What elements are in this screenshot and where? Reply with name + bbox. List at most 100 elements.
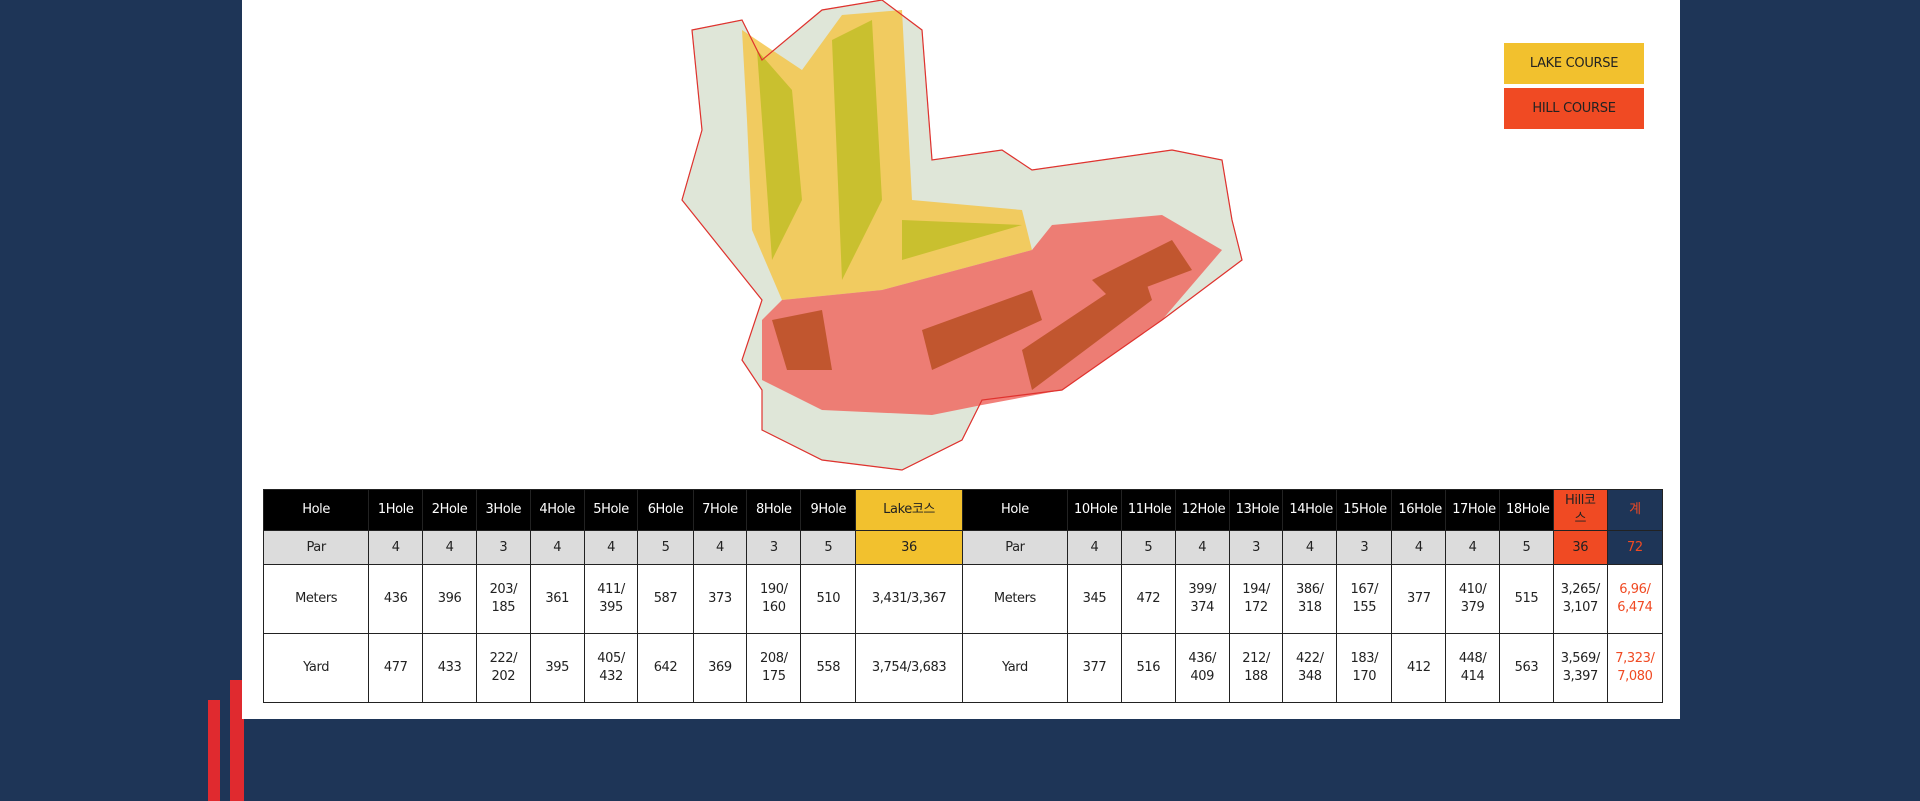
table-cell: 5 [637,530,694,565]
table-cell: 377 [1067,633,1122,703]
table-cell: 411/ 395 [583,564,639,634]
table-cell: 4 [422,530,477,565]
table-cell: 3 [1228,530,1284,565]
table-cell: 563 [1499,633,1554,703]
table-cell: 16Hole [1391,489,1447,531]
table-cell: 395 [529,633,585,703]
table-cell: 72 [1606,530,1664,565]
table-row: Par 4 4 3 4 4 5 4 3 5 36 Par 4 5 4 3 4 3 4 4 5 36 72 [262,530,1664,565]
table-cell: 167/ 155 [1336,564,1393,634]
table-cell: 17Hole [1445,489,1501,531]
table-cell: 8Hole [746,489,802,531]
table-cell: Par [262,530,370,565]
table-cell: 36 [1552,530,1608,565]
table-cell: 3 [1336,530,1393,565]
table-cell: 194/ 172 [1228,564,1284,634]
table-cell: 3 [746,530,802,565]
table-cell: 203/ 185 [475,564,531,634]
table-cell: 410/ 379 [1445,564,1501,634]
table-cell: 515 [1499,564,1554,634]
table-cell: 4 [368,530,424,565]
table-cell: 208/ 175 [746,633,802,703]
table-cell: 36 [855,530,963,565]
table-cell: 5 [800,530,857,565]
table-cell: 373 [692,564,748,634]
table-cell: 7Hole [692,489,748,531]
table-cell: 4 [583,530,639,565]
table-cell: Meters [262,564,370,634]
table-cell: 11Hole [1120,489,1176,531]
table-cell: 361 [529,564,585,634]
table-cell: Hole [961,489,1069,531]
table-cell: Par [961,530,1069,565]
table-cell: 3 [475,530,531,565]
table-cell: 2Hole [422,489,477,531]
table-cell: 4 [1174,530,1230,565]
table-cell: 448/ 414 [1445,633,1501,703]
table-cell: 558 [800,633,857,703]
hill-holes [772,240,1192,390]
table-row: Hole 1Hole 2Hole 3Hole 4Hole 5Hole 6Hole 7Hole 8… [262,489,1664,531]
table-cell: Hole [262,489,370,531]
table-cell: 6,96/ 6,474 [1606,564,1664,634]
table-cell: 4 [692,530,748,565]
table-cell: 13Hole [1228,489,1284,531]
table-cell: 345 [1067,564,1122,634]
table-cell: 4 [1282,530,1338,565]
table-cell: 222/ 202 [475,633,531,703]
table-cell: Yard [961,633,1069,703]
table-cell: 386/ 318 [1282,564,1338,634]
table-cell: 3,569/ 3,397 [1552,633,1608,703]
table-cell: 4 [1445,530,1501,565]
table-cell: 405/ 432 [583,633,639,703]
table-cell: 7,323/ 7,080 [1606,633,1664,703]
table-cell: 5Hole [583,489,639,531]
decor-bar [208,700,220,801]
table-cell: 369 [692,633,748,703]
decor-bar [230,680,244,801]
table-cell: 433 [422,633,477,703]
table-row: Meters 436 396 203/ 185 361 411/ 395 587 373 190… [262,564,1664,634]
table-cell: 6Hole [637,489,694,531]
table-cell: 10Hole [1067,489,1122,531]
map-boundary [681,0,1243,471]
table-cell: Hill코스 [1552,489,1608,531]
table-cell: 396 [422,564,477,634]
lake-course-button[interactable]: LAKE COURSE [1504,43,1644,84]
table-cell: Lake코스 [855,489,963,531]
table-cell: 18Hole [1499,489,1554,531]
table-cell: 377 [1391,564,1447,634]
table-cell: 14Hole [1282,489,1338,531]
table-cell: 642 [637,633,694,703]
table-cell: 436 [368,564,424,634]
table-cell: 412 [1391,633,1447,703]
table-cell: 15Hole [1336,489,1393,531]
table-cell: 516 [1120,633,1176,703]
table-cell: 5 [1120,530,1176,565]
table-cell: Meters [961,564,1069,634]
table-cell: 3Hole [475,489,531,531]
table-cell: 4 [1391,530,1447,565]
table-cell: 9Hole [800,489,857,531]
table-cell: 510 [800,564,857,634]
table-cell: 472 [1120,564,1176,634]
table-cell: 3,265/ 3,107 [1552,564,1608,634]
table-row: Yard 477 433 222/ 202 395 405/ 432 642 369 208/ … [262,633,1664,703]
table-cell: 3,754/3,683 [855,633,963,703]
course-map [681,0,1243,471]
course-table: Hole 1Hole 2Hole 3Hole 4Hole 5Hole 6Hole 7Hole 8… [262,489,1664,703]
table-cell: 422/ 348 [1282,633,1338,703]
table-cell: 계 [1606,489,1664,531]
table-cell: 4 [1067,530,1122,565]
table-cell: Yard [262,633,370,703]
table-cell: 399/ 374 [1174,564,1230,634]
table-cell: 1Hole [368,489,424,531]
table-cell: 477 [368,633,424,703]
table-cell: 4 [529,530,585,565]
table-cell: 183/ 170 [1336,633,1393,703]
table-cell: 436/ 409 [1174,633,1230,703]
table-cell: 212/ 188 [1228,633,1284,703]
table-cell: 3,431/3,367 [855,564,963,634]
hill-course-button[interactable]: HILL COURSE [1504,88,1644,129]
